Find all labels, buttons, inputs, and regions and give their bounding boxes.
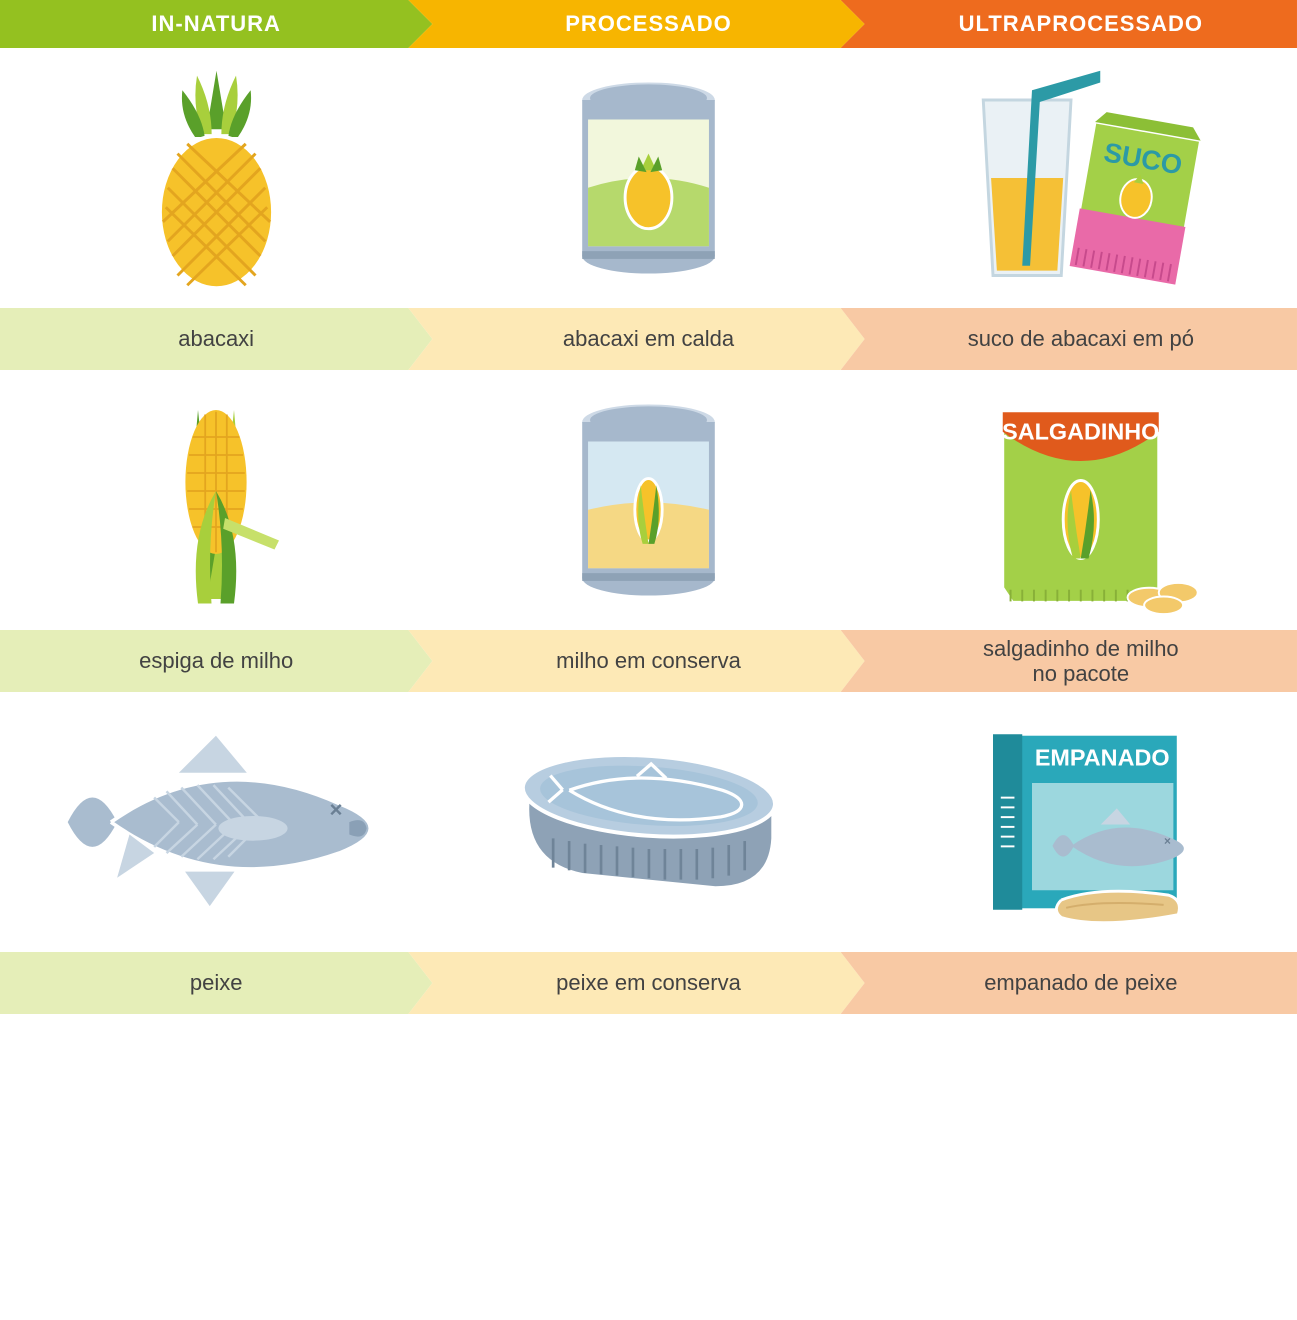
label-can-pineapple: abacaxi em calda bbox=[408, 308, 864, 370]
image-fish-box: EMPANADO × bbox=[865, 692, 1297, 952]
image-pineapple bbox=[0, 48, 432, 308]
snack-pack-icon: SALGADINHO bbox=[954, 383, 1208, 617]
infographic-container: IN-NATURA PROCESSADO ULTRAPROCESSADO bbox=[0, 0, 1297, 1014]
pack-text-empanado: EMPANADO bbox=[1035, 744, 1170, 770]
fish-icon: × bbox=[43, 711, 389, 933]
svg-text:×: × bbox=[1164, 835, 1171, 848]
label-juice: suco de abacaxi em pó bbox=[841, 308, 1297, 370]
header-processed: PROCESSADO bbox=[408, 0, 864, 48]
fish-box-icon: EMPANADO × bbox=[954, 705, 1208, 939]
image-can-corn bbox=[432, 370, 864, 630]
label-row-2: espiga de milho milho em conserva salgad… bbox=[0, 630, 1297, 692]
header-row: IN-NATURA PROCESSADO ULTRAPROCESSADO bbox=[0, 0, 1297, 48]
pineapple-icon bbox=[119, 61, 314, 295]
can-pineapple-icon bbox=[551, 61, 746, 295]
image-corn bbox=[0, 370, 432, 630]
label-fish-box: empanado de peixe bbox=[841, 952, 1297, 1014]
label-tin-fish: peixe em conserva bbox=[408, 952, 864, 1014]
label-fish: peixe bbox=[0, 952, 432, 1014]
label-row-1: abacaxi abacaxi em calda suco de abacaxi… bbox=[0, 308, 1297, 370]
corn-icon bbox=[126, 383, 306, 617]
image-fish: × bbox=[0, 692, 432, 952]
image-tin-fish bbox=[432, 692, 864, 952]
header-natural: IN-NATURA bbox=[0, 0, 432, 48]
image-row-3: × bbox=[0, 692, 1297, 952]
image-snack-pack: SALGADINHO bbox=[865, 370, 1297, 630]
pack-text-salgadinho: SALGADINHO bbox=[1002, 419, 1159, 445]
image-row-1: SUCO bbox=[0, 48, 1297, 308]
tin-fish-icon bbox=[476, 716, 822, 929]
svg-text:×: × bbox=[330, 797, 343, 822]
image-can-pineapple bbox=[432, 48, 864, 308]
label-corn: espiga de milho bbox=[0, 630, 432, 692]
label-snack: salgadinho de milhono pacote bbox=[841, 630, 1297, 692]
juice-pack-icon: SUCO bbox=[954, 61, 1208, 295]
image-row-2: SALGADINHO bbox=[0, 370, 1297, 630]
label-row-3: peixe peixe em conserva empanado de peix… bbox=[0, 952, 1297, 1014]
can-corn-icon bbox=[551, 383, 746, 617]
image-juice-pack: SUCO bbox=[865, 48, 1297, 308]
header-ultra: ULTRAPROCESSADO bbox=[841, 0, 1297, 48]
label-pineapple: abacaxi bbox=[0, 308, 432, 370]
label-can-corn: milho em conserva bbox=[408, 630, 864, 692]
